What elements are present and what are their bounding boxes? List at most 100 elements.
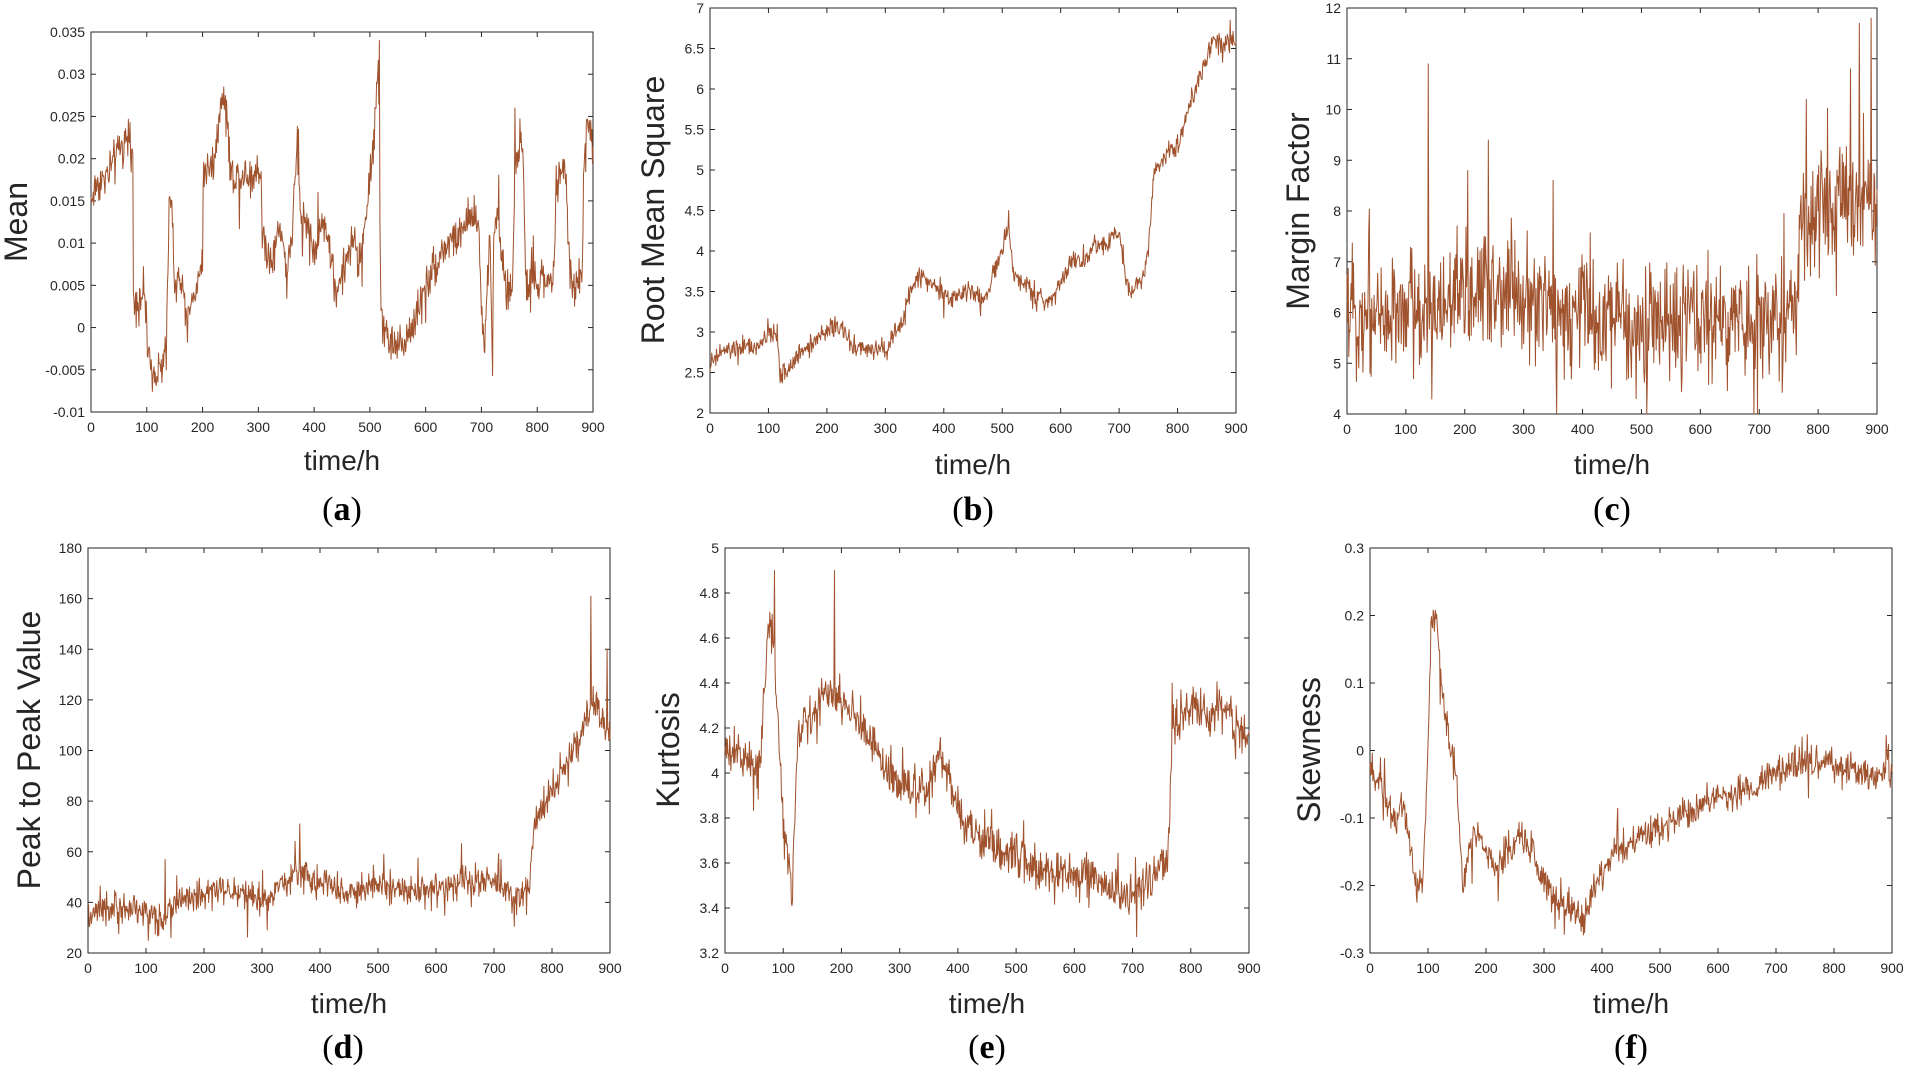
x-tick-label: 0 <box>721 960 729 976</box>
x-tick-label: 200 <box>191 419 215 435</box>
y-ticks-f: -0.3 -0.2 -0.1 0 0.1 0.2 0.3 <box>1340 540 1892 961</box>
x-tick-label: 500 <box>366 960 390 976</box>
y-tick-label: 4 <box>1333 406 1341 422</box>
y-tick-label: 2.5 <box>685 365 705 381</box>
y-tick-label: 10 <box>1325 102 1341 118</box>
x-tick-label: 200 <box>1453 421 1477 437</box>
x-ticks-a: 0 100 200 300 400 500 600 700 800 900 <box>87 32 605 435</box>
y-ticks-a: -0.01 -0.005 0 0.005 0.01 0.015 0.02 0.025 0.03 0… <box>45 24 593 420</box>
y-tick-label: 7 <box>696 0 704 16</box>
panel-f: -0.3 -0.2 -0.1 0 0.1 0.2 0.3 0 100 200 300 400 500 6… <box>1291 540 1904 1065</box>
x-tick-label: 200 <box>815 420 839 436</box>
y-tick-label: 4.6 <box>700 630 720 646</box>
y-tick-label: 180 <box>59 540 83 556</box>
y-tick-label: 4.8 <box>700 585 720 601</box>
x-tick-label: 0 <box>1366 960 1374 976</box>
y-axis-label-d: Peak to Peak Value <box>11 611 47 890</box>
x-tick-label: 600 <box>414 419 438 435</box>
y-tick-label: 20 <box>66 945 82 961</box>
x-tick-label: 500 <box>358 419 382 435</box>
x-tick-label: 400 <box>932 420 956 436</box>
x-tick-label: 900 <box>598 960 622 976</box>
panel-a: -0.01-0.00500.0050.010.0150.020.0250.030… <box>0 24 605 528</box>
y-tick-label: 0.02 <box>58 151 85 167</box>
y-tick-label: 3 <box>696 324 704 340</box>
series-line-a <box>90 39 594 392</box>
panel-caption-c: (c) <box>1593 491 1631 528</box>
y-tick-label: 0.025 <box>50 108 85 124</box>
y-tick-label: 160 <box>59 591 83 607</box>
y-axis-label-e: Kurtosis <box>650 692 686 808</box>
y-tick-label: 9 <box>1333 152 1341 168</box>
x-axis-label-f: time/h <box>1593 988 1669 1019</box>
y-tick-label: 0 <box>1356 743 1364 759</box>
x-tick-label: 300 <box>250 960 274 976</box>
panel-caption-b: (b) <box>952 491 994 528</box>
x-tick-label: 600 <box>424 960 448 976</box>
y-ticks-b: 2 2.5 3 3.5 4 4.5 5 5.5 6 6.5 7 <box>685 0 1236 421</box>
x-tick-label: 700 <box>1121 960 1145 976</box>
x-tick-label: 0 <box>1343 421 1351 437</box>
x-axis-label-c: time/h <box>1574 449 1650 480</box>
y-axis-label-a: Mean <box>0 182 34 262</box>
x-tick-label: 300 <box>247 419 271 435</box>
x-tick-label: 600 <box>1063 960 1087 976</box>
y-tick-label: 7 <box>1333 254 1341 270</box>
x-tick-label: 100 <box>772 960 796 976</box>
x-tick-label: 800 <box>1179 960 1203 976</box>
x-tick-label: 500 <box>1004 960 1028 976</box>
x-tick-label: 700 <box>470 419 494 435</box>
x-tick-label: 300 <box>1532 960 1556 976</box>
x-tick-label: 200 <box>1474 960 1498 976</box>
y-tick-label: 2 <box>696 405 704 421</box>
y-tick-label: 5 <box>1333 355 1341 371</box>
series-line-f <box>1369 609 1893 936</box>
y-tick-label: 6 <box>1333 305 1341 321</box>
y-tick-label: 140 <box>59 641 83 657</box>
x-tick-label: 900 <box>1865 421 1889 437</box>
x-tick-label: 700 <box>1107 420 1131 436</box>
panel-b: 2 2.5 3 3.5 4 4.5 5 5.5 6 6.5 7 0 100 200 300 400 500 60… <box>635 0 1248 528</box>
y-tick-label: -0.01 <box>53 404 85 420</box>
plot-frame-e <box>724 547 1250 954</box>
x-tick-label: 400 <box>1590 960 1614 976</box>
x-ticks-d: 0 100 200 300 400 500 600 700 800 900 <box>84 548 622 976</box>
x-tick-label: 800 <box>526 419 550 435</box>
x-tick-label: 100 <box>1416 960 1440 976</box>
y-tick-label: 3.4 <box>700 900 720 916</box>
x-tick-label: 400 <box>946 960 970 976</box>
y-tick-label: 80 <box>66 793 82 809</box>
y-tick-label: 6.5 <box>685 41 705 57</box>
y-axis-label-c: Margin Factor <box>1280 112 1316 310</box>
y-tick-label: 40 <box>66 894 82 910</box>
x-tick-label: 100 <box>757 420 781 436</box>
y-tick-label: 12 <box>1325 0 1341 16</box>
x-axis-label-d: time/h <box>311 988 387 1019</box>
x-tick-label: 900 <box>1237 960 1261 976</box>
y-tick-label: 5 <box>696 162 704 178</box>
y-tick-label: 4.5 <box>685 203 705 219</box>
y-ticks-d: 20 40 60 80 100 120 140 160 180 <box>59 540 610 961</box>
y-tick-label: 0.01 <box>58 235 85 251</box>
y-tick-label: 0.2 <box>1345 608 1365 624</box>
series-line-c <box>1346 17 1878 415</box>
plot-frame-f <box>1369 547 1893 954</box>
x-ticks-b: 0 100 200 300 400 500 600 700 800 900 <box>706 8 1248 436</box>
panel-d: 20 40 60 80 100 120 140 160 180 0 100 200 300 400 500… <box>11 540 622 1065</box>
y-ticks-c: 4 5 6 7 8 9 10 11 12 <box>1325 0 1877 422</box>
x-tick-label: 800 <box>1166 420 1190 436</box>
x-ticks-f: 0 100 200 300 400 500 600 700 800 900 <box>1366 548 1904 976</box>
y-tick-label: 4 <box>711 765 719 781</box>
x-ticks-e: 0 100 200 300 400 500 600 700 800 900 <box>721 548 1261 976</box>
x-axis-label-e: time/h <box>949 988 1025 1019</box>
y-tick-label: 4.2 <box>700 720 720 736</box>
y-tick-label: 0 <box>77 320 85 336</box>
y-tick-label: 6 <box>696 81 704 97</box>
x-tick-label: 100 <box>134 960 158 976</box>
x-tick-label: 700 <box>1748 421 1772 437</box>
y-ticks-e: 3.2 3.4 3.6 3.8 4 4.2 4.4 4.6 4.8 5 <box>700 540 1249 961</box>
y-tick-label: 3.6 <box>700 855 720 871</box>
y-tick-label: -0.005 <box>45 362 85 378</box>
y-tick-label: 60 <box>66 844 82 860</box>
x-tick-label: 200 <box>192 960 216 976</box>
